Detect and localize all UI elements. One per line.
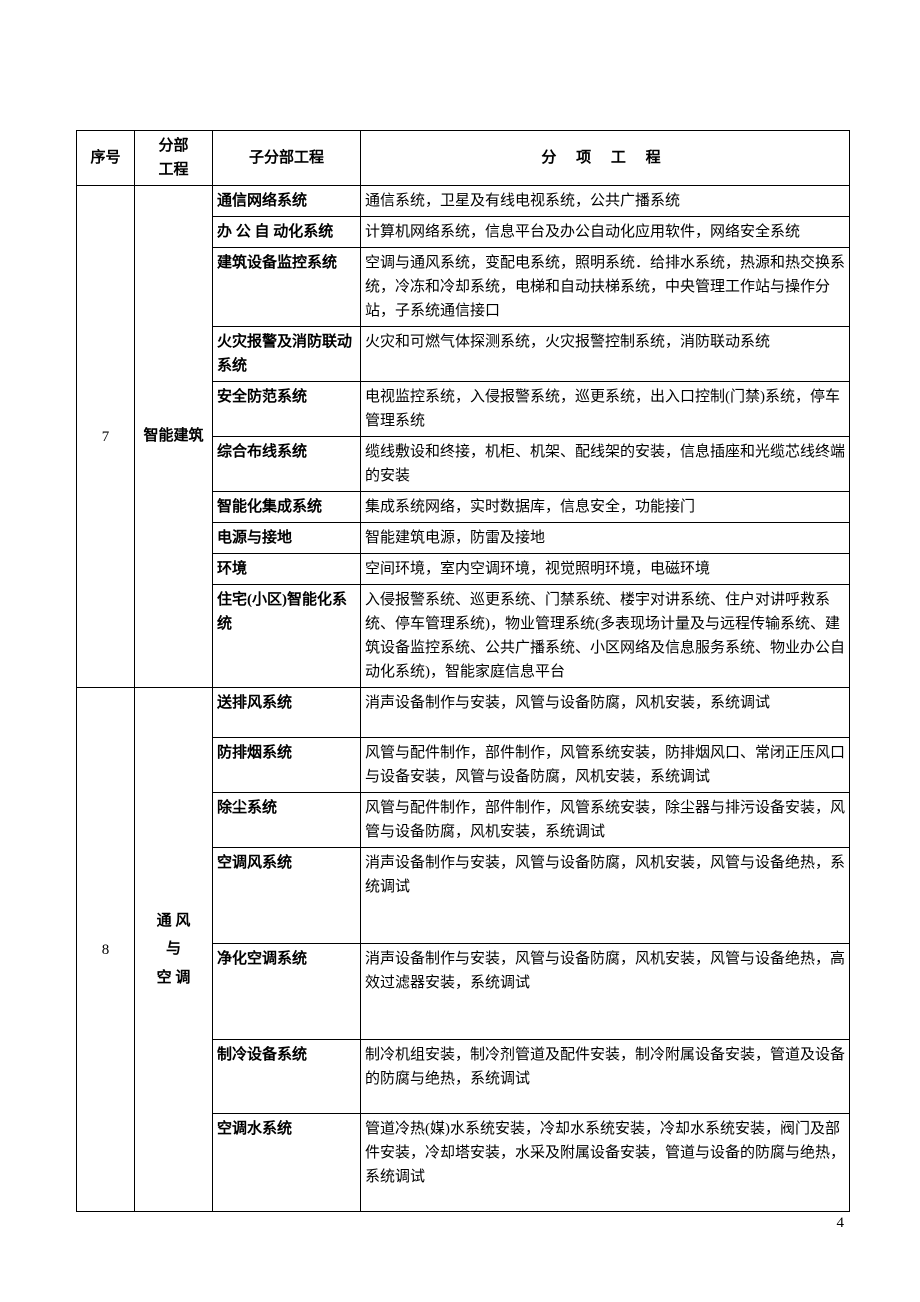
item-cell: 电视监控系统，入侵报警系统，巡更系统，出入口控制(门禁)系统，停车管理系统 — [361, 382, 850, 437]
item-cell: 缆线敷设和终接，机柜、机架、配线架的安装，信息插座和光缆芯线终端的安装 — [361, 437, 850, 492]
subdivision-cell: 办 公 自 动化系统 — [213, 217, 361, 248]
division-cell: 通 风 与 空 调 — [135, 688, 213, 1212]
subdivision-cell: 通信网络系统 — [213, 186, 361, 217]
subdivision-cell: 电源与接地 — [213, 523, 361, 554]
item-cell: 通信系统，卫星及有线电视系统，公共广播系统 — [361, 186, 850, 217]
item-cell: 风管与配件制作，部件制作，风管系统安装，防排烟风口、常闭正压风口与设备安装，风管… — [361, 738, 850, 793]
item-cell: 管道冷热(媒)水系统安装，冷却水系统安装，冷却水系统安装，阀门及部件安装，冷却塔… — [361, 1114, 850, 1212]
document-page: 序号 分部 工程 子分部工程 分 项 工 程 7智能建筑通信网络系统通信系统，卫… — [0, 0, 920, 1302]
item-cell: 消声设备制作与安装，风管与设备防腐，风机安装，风管与设备绝热，系统调试 — [361, 848, 850, 944]
item-cell: 制冷机组安装，制冷剂管道及配件安装，制冷附属设备安装，管道及设备的防腐与绝热，系… — [361, 1040, 850, 1114]
subdivision-cell: 空调风系统 — [213, 848, 361, 944]
item-cell: 风管与配件制作，部件制作，风管系统安装，除尘器与排污设备安装，风管与设备防腐，风… — [361, 793, 850, 848]
subdivision-cell: 除尘系统 — [213, 793, 361, 848]
header-subdivision: 子分部工程 — [213, 131, 361, 186]
subdivision-cell: 住宅(小区)智能化系统 — [213, 585, 361, 688]
table-row: 8通 风 与 空 调送排风系统消声设备制作与安装，风管与设备防腐，风机安装，系统… — [77, 688, 850, 738]
item-cell: 火灾和可燃气体探测系统，火灾报警控制系统，消防联动系统 — [361, 327, 850, 382]
subdivision-cell: 净化空调系统 — [213, 944, 361, 1040]
header-division: 分部 工程 — [135, 131, 213, 186]
seq-cell: 7 — [77, 186, 135, 688]
subdivision-cell: 防排烟系统 — [213, 738, 361, 793]
table-row: 7智能建筑通信网络系统通信系统，卫星及有线电视系统，公共广播系统 — [77, 186, 850, 217]
division-cell: 智能建筑 — [135, 186, 213, 688]
item-cell: 消声设备制作与安装，风管与设备防腐，风机安装，系统调试 — [361, 688, 850, 738]
subdivision-cell: 建筑设备监控系统 — [213, 248, 361, 327]
engineering-division-table: 序号 分部 工程 子分部工程 分 项 工 程 7智能建筑通信网络系统通信系统，卫… — [76, 130, 850, 1212]
table-header-row: 序号 分部 工程 子分部工程 分 项 工 程 — [77, 131, 850, 186]
subdivision-cell: 送排风系统 — [213, 688, 361, 738]
item-cell: 消声设备制作与安装，风管与设备防腐，风机安装，风管与设备绝热，高效过滤器安装，系… — [361, 944, 850, 1040]
page-number: 4 — [837, 1215, 845, 1232]
subdivision-cell: 综合布线系统 — [213, 437, 361, 492]
header-item: 分 项 工 程 — [361, 131, 850, 186]
item-cell: 集成系统网络，实时数据库，信息安全，功能接门 — [361, 492, 850, 523]
subdivision-cell: 智能化集成系统 — [213, 492, 361, 523]
subdivision-cell: 安全防范系统 — [213, 382, 361, 437]
item-cell: 入侵报警系统、巡更系统、门禁系统、楼宇对讲系统、住户对讲呼救系统、停车管理系统)… — [361, 585, 850, 688]
item-cell: 智能建筑电源，防雷及接地 — [361, 523, 850, 554]
subdivision-cell: 制冷设备系统 — [213, 1040, 361, 1114]
seq-cell: 8 — [77, 688, 135, 1212]
header-seq: 序号 — [77, 131, 135, 186]
subdivision-cell: 空调水系统 — [213, 1114, 361, 1212]
item-cell: 空间环境，室内空调环境，视觉照明环境，电磁环境 — [361, 554, 850, 585]
subdivision-cell: 火灾报警及消防联动系统 — [213, 327, 361, 382]
item-cell: 计算机网络系统，信息平台及办公自动化应用软件，网络安全系统 — [361, 217, 850, 248]
subdivision-cell: 环境 — [213, 554, 361, 585]
item-cell: 空调与通风系统，变配电系统，照明系统．给排水系统，热源和热交换系统，冷冻和冷却系… — [361, 248, 850, 327]
